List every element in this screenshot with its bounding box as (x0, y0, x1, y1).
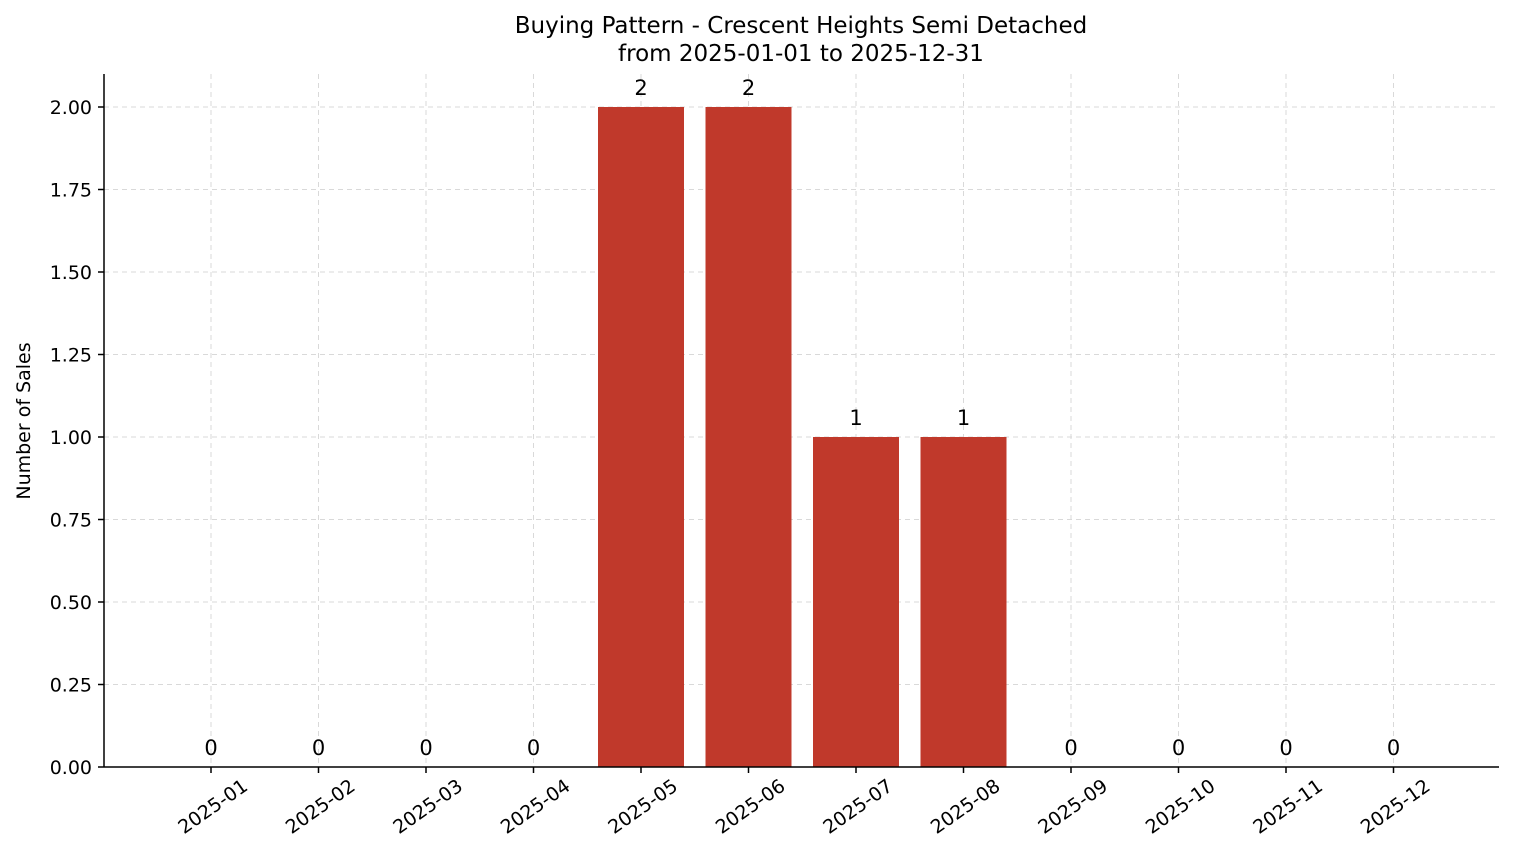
chart-subtitle: from 2025-01-01 to 2025-12-31 (618, 41, 984, 67)
data-label: 0 (1279, 736, 1292, 760)
y-tick-label: 0.50 (50, 592, 92, 614)
bar-2025-05 (598, 107, 684, 767)
data-label: 2 (634, 76, 647, 100)
x-tick-label: 2025-05 (604, 775, 682, 839)
bars (598, 107, 1007, 767)
y-axis-label: Number of Sales (13, 342, 35, 499)
grid-lines (104, 74, 1499, 768)
x-tick-label: 2025-06 (712, 775, 790, 839)
y-tick-label: 1.25 (50, 345, 92, 367)
bar-2025-06 (705, 107, 792, 767)
data-label: 2 (742, 76, 755, 100)
data-label: 0 (312, 736, 325, 760)
x-tick-label: 2025-02 (282, 775, 360, 839)
x-tick-label: 2025-07 (819, 775, 897, 839)
chart-title: Buying Pattern - Crescent Heights Semi D… (515, 13, 1087, 39)
y-tick-label: 1.75 (50, 180, 92, 202)
data-label: 0 (527, 736, 540, 760)
x-tick-label: 2025-12 (1357, 775, 1435, 839)
data-label: 1 (957, 406, 970, 430)
data-label: 1 (849, 406, 862, 430)
bar-2025-07 (813, 437, 899, 767)
y-tick-label: 0.25 (50, 675, 92, 697)
x-tick-label: 2025-10 (1142, 775, 1220, 839)
axes (103, 74, 1499, 768)
bar-2025-08 (920, 437, 1007, 767)
data-label: 0 (419, 736, 432, 760)
x-tick-label: 2025-08 (927, 775, 1005, 839)
y-tick-label: 0.75 (50, 510, 92, 532)
y-axis-ticks: 0.00 0.25 0.50 0.75 1.00 1.25 1.50 1.75 2.00 (50, 97, 104, 779)
x-tick-label: 2025-04 (497, 775, 575, 839)
y-tick-label: 1.50 (50, 262, 92, 284)
y-tick-label: 1.00 (50, 427, 92, 449)
x-tick-label: 2025-11 (1249, 775, 1327, 839)
x-tick-label: 2025-09 (1034, 775, 1112, 839)
x-tick-label: 2025-01 (174, 775, 252, 839)
x-axis-ticks: 2025-01 2025-02 2025-03 2025-04 2025-05 2025-… (174, 767, 1434, 839)
y-tick-label: 0.00 (50, 757, 92, 779)
data-label: 0 (1387, 736, 1400, 760)
data-labels: 0 0 0 0 2 2 1 1 0 0 0 0 (204, 76, 1400, 760)
data-label: 0 (1064, 736, 1077, 760)
data-label: 0 (1172, 736, 1185, 760)
y-tick-label: 2.00 (50, 97, 92, 119)
data-label: 0 (204, 736, 217, 760)
x-tick-label: 2025-03 (389, 775, 467, 839)
